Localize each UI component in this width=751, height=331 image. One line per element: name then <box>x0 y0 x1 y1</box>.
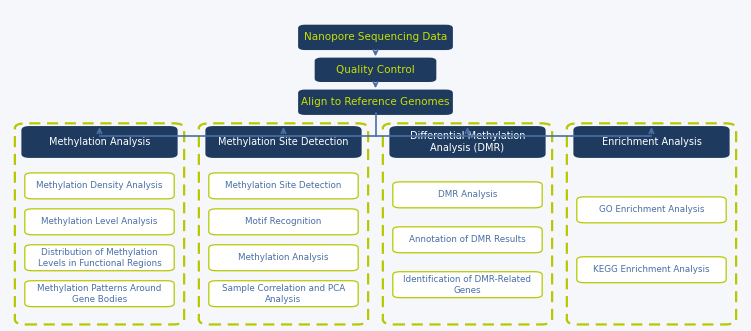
Text: DMR Analysis: DMR Analysis <box>438 190 497 199</box>
Text: GO Enrichment Analysis: GO Enrichment Analysis <box>599 205 704 214</box>
Text: Differential Methylation
Analysis (DMR): Differential Methylation Analysis (DMR) <box>410 131 525 153</box>
FancyBboxPatch shape <box>299 25 452 49</box>
Text: KEGG Enrichment Analysis: KEGG Enrichment Analysis <box>593 265 710 274</box>
Text: Quality Control: Quality Control <box>336 65 415 75</box>
Text: Distribution of Methylation
Levels in Functional Regions: Distribution of Methylation Levels in Fu… <box>38 248 161 268</box>
FancyBboxPatch shape <box>23 127 176 157</box>
Text: Methylation Density Analysis: Methylation Density Analysis <box>36 181 163 190</box>
FancyBboxPatch shape <box>577 197 726 223</box>
FancyBboxPatch shape <box>209 173 358 199</box>
Text: Align to Reference Genomes: Align to Reference Genomes <box>301 97 450 107</box>
FancyBboxPatch shape <box>207 127 360 157</box>
FancyBboxPatch shape <box>299 90 452 114</box>
Text: Nanopore Sequencing Data: Nanopore Sequencing Data <box>304 32 447 42</box>
FancyBboxPatch shape <box>25 209 174 235</box>
Text: Methylation Analysis: Methylation Analysis <box>238 253 329 262</box>
FancyBboxPatch shape <box>25 245 174 271</box>
Text: Sample Correlation and PCA
Analysis: Sample Correlation and PCA Analysis <box>222 284 345 304</box>
Text: Methylation Analysis: Methylation Analysis <box>49 137 150 147</box>
FancyBboxPatch shape <box>577 257 726 283</box>
Text: Methylation Site Detection: Methylation Site Detection <box>225 181 342 190</box>
FancyBboxPatch shape <box>391 127 544 157</box>
FancyBboxPatch shape <box>209 281 358 307</box>
FancyBboxPatch shape <box>209 245 358 271</box>
Text: Identification of DMR-Related
Genes: Identification of DMR-Related Genes <box>403 275 532 295</box>
Text: Annotation of DMR Results: Annotation of DMR Results <box>409 235 526 244</box>
FancyBboxPatch shape <box>575 127 728 157</box>
Text: Methylation Site Detection: Methylation Site Detection <box>219 137 348 147</box>
Text: Methylation Patterns Around
Gene Bodies: Methylation Patterns Around Gene Bodies <box>38 284 161 304</box>
Text: Methylation Level Analysis: Methylation Level Analysis <box>41 217 158 226</box>
FancyBboxPatch shape <box>25 173 174 199</box>
FancyBboxPatch shape <box>393 272 542 298</box>
Text: Enrichment Analysis: Enrichment Analysis <box>602 137 701 147</box>
FancyBboxPatch shape <box>315 59 436 81</box>
FancyBboxPatch shape <box>209 209 358 235</box>
FancyBboxPatch shape <box>393 182 542 208</box>
FancyBboxPatch shape <box>25 281 174 307</box>
Text: Motif Recognition: Motif Recognition <box>246 217 321 226</box>
FancyBboxPatch shape <box>393 227 542 253</box>
